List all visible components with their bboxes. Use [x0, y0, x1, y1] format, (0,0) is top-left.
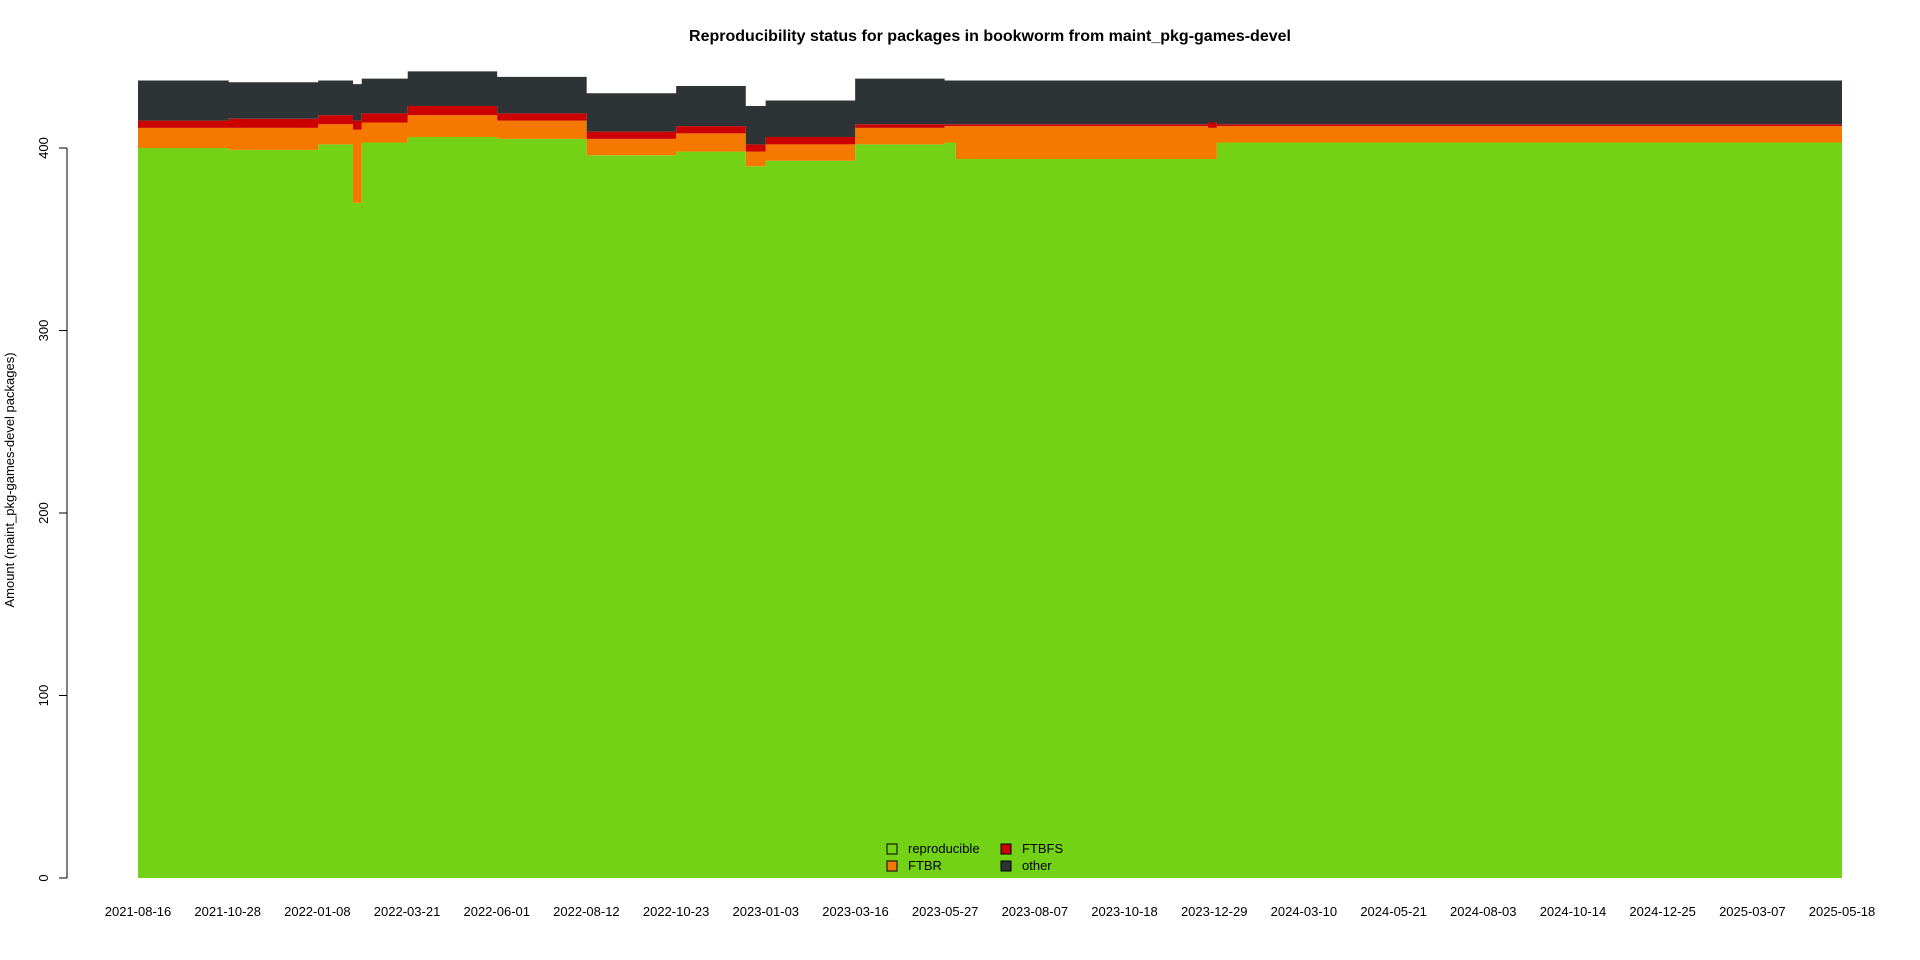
- stacked-areas: [138, 71, 1842, 879]
- y-tick-label-200: 200: [36, 502, 51, 524]
- x-tick-label: 2022-01-08: [284, 904, 351, 919]
- legend-label-ftbr: FTBR: [908, 858, 942, 873]
- x-tick-label: 2022-06-01: [463, 904, 530, 919]
- x-tick-label: 2024-05-21: [1360, 904, 1427, 919]
- legend-swatch-ftbfs: [1000, 843, 1012, 855]
- legend-swatch-reproducible: [886, 843, 898, 855]
- area-ftbr: [138, 115, 1842, 203]
- area-reproducible: [138, 137, 1842, 879]
- x-tick-label: 2024-08-03: [1450, 904, 1517, 919]
- x-tick-label: 2025-03-07: [1719, 904, 1786, 919]
- x-tick-label: 2022-08-12: [553, 904, 620, 919]
- x-tick-label: 2023-08-07: [1002, 904, 1069, 919]
- x-tick-label: 2023-03-16: [822, 904, 889, 919]
- legend-swatch-ftbr: [886, 860, 898, 872]
- y-axis-label: Amount (maint_pkg-games-devel packages): [2, 352, 17, 607]
- x-tick-label: 2022-10-23: [643, 904, 710, 919]
- x-tick-label: 2024-10-14: [1540, 904, 1607, 919]
- y-axis: 0 100 200 300 400: [36, 137, 68, 882]
- area-ftbfs: [138, 106, 1842, 152]
- x-tick-label: 2021-10-28: [194, 904, 261, 919]
- x-tick-label: 2023-05-27: [912, 904, 979, 919]
- x-tick-label: 2024-03-10: [1271, 904, 1338, 919]
- y-tick-label-100: 100: [36, 685, 51, 707]
- x-tick-label: 2023-10-18: [1091, 904, 1158, 919]
- x-tick-label: 2023-01-03: [733, 904, 800, 919]
- legend: reproducible FTBFS FTBR other: [886, 841, 1063, 873]
- y-tick-label-400: 400: [36, 137, 51, 159]
- x-tick-label: 2022-03-21: [374, 904, 441, 919]
- area-other: [138, 71, 1842, 145]
- x-tick-label: 2025-05-18: [1809, 904, 1876, 919]
- chart-title: Reproducibility status for packages in b…: [689, 28, 1291, 45]
- x-tick-label: 2024-12-25: [1629, 904, 1696, 919]
- y-tick-label-0: 0: [36, 874, 51, 881]
- legend-label-other: other: [1022, 858, 1052, 873]
- x-axis: 2021-08-16 2021-10-28 2022-01-08 2022-03-21…: [105, 904, 1876, 919]
- legend-label-reproducible: reproducible: [908, 841, 980, 856]
- x-tick-label: 2021-08-16: [105, 904, 172, 919]
- legend-label-ftbfs: FTBFS: [1022, 841, 1063, 856]
- x-tick-label: 2023-12-29: [1181, 904, 1248, 919]
- y-tick-label-300: 300: [36, 320, 51, 342]
- legend-swatch-other: [1000, 860, 1012, 872]
